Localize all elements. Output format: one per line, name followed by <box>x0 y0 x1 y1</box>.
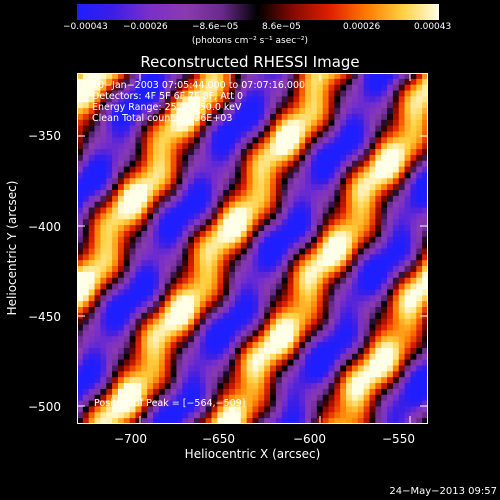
y-tick-label: −500 <box>28 400 61 414</box>
chart-title: Reconstructed RHESSI Image <box>140 53 360 71</box>
y-tick-label: −350 <box>28 129 61 143</box>
heatmap-cells <box>77 73 428 424</box>
x-tick-label: −600 <box>293 432 326 446</box>
colorbar-units: (photons cm⁻² s⁻¹ asec⁻²) <box>191 36 309 46</box>
y-tick-label: −450 <box>28 310 61 324</box>
annotation-energy: Energy Range: 25.0 − 50.0 keV <box>92 102 242 113</box>
colorbar <box>77 4 439 20</box>
heatmap-image <box>77 73 428 424</box>
colorbar-tick: 0.00026 <box>343 22 381 32</box>
x-axis-label: Heliocentric X (arcsec) <box>184 447 321 461</box>
x-tick-label: −650 <box>202 432 235 446</box>
annotation-time: 10−Jan−2003 07:05:44.000 to 07:07:16.000 <box>92 80 306 91</box>
y-tick-label: −400 <box>28 220 61 234</box>
y-axis-label: Heliocentric Y (arcsec) <box>5 180 19 316</box>
plot-area <box>77 73 428 424</box>
plot-frame <box>77 73 428 424</box>
x-tick-label: −550 <box>382 432 415 446</box>
colorbar-tick: −8.6e−05 <box>192 22 239 32</box>
x-tick-label: −700 <box>114 432 147 446</box>
annotation-counts: Clean Total counts: 1.26E+03 <box>92 113 233 124</box>
annotation-detectors: Detectors: 4F 5F 6F 7F 8F, Att 0 <box>92 91 244 102</box>
colorbar-tick: 0.00043 <box>414 22 452 32</box>
colorbar-tick: −0.00043 <box>63 22 108 32</box>
colorbar-tick: 8.6e−05 <box>262 22 301 32</box>
peak-position-label: Position of Peak = [−564,−509] <box>94 398 246 409</box>
colorbar-tick: −0.00026 <box>123 22 168 32</box>
footer-timestamp: 24−May−2013 09:57 <box>389 486 497 497</box>
